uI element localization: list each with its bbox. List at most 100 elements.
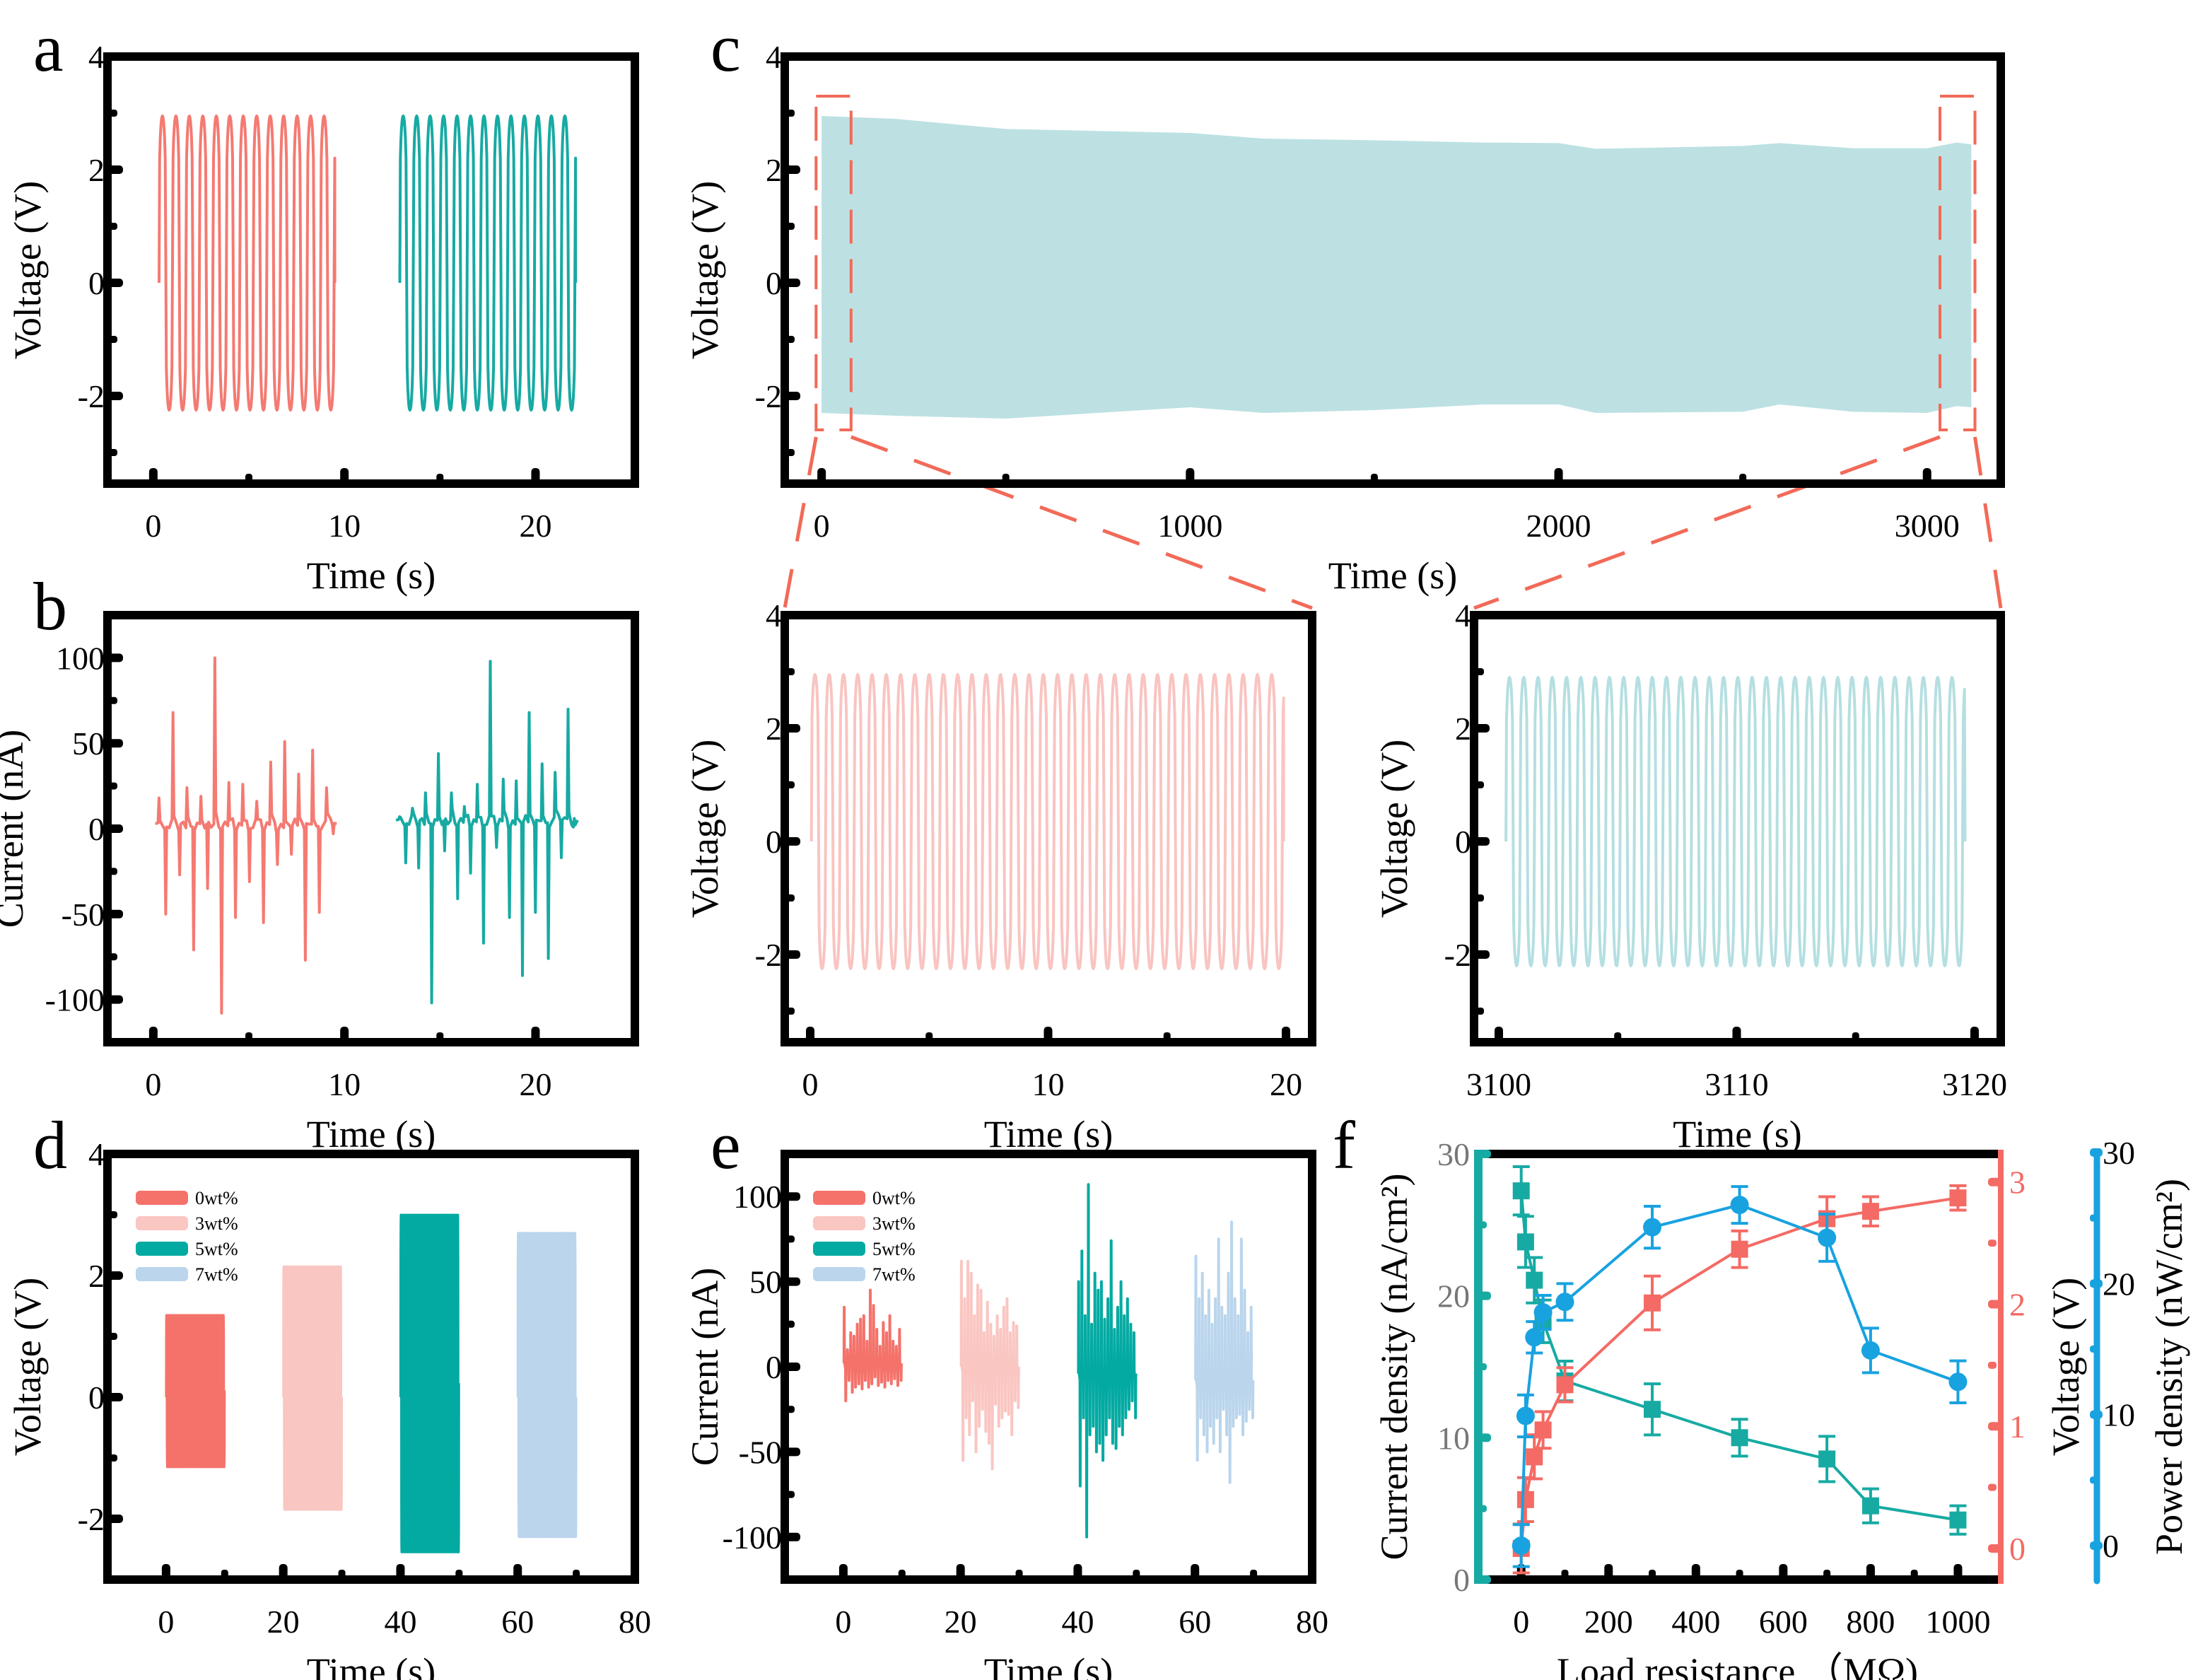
power-point: [1730, 1196, 1749, 1215]
y-tick-label: 2: [766, 711, 782, 747]
y-major-tick: [107, 279, 123, 287]
panel-letter: a: [33, 10, 64, 86]
x-major-tick: [1970, 1027, 1979, 1042]
x-tick-label: 10: [1031, 1066, 1064, 1102]
y-minor-tick: [1474, 668, 1484, 675]
legend-swatch: [813, 1267, 865, 1281]
y-minor-tick: [1474, 1008, 1484, 1015]
power-axis-major-tick: [2090, 1541, 2103, 1550]
y-major-tick: [785, 1532, 800, 1541]
panel-letter: d: [33, 1107, 67, 1183]
x-tick-label: 20: [519, 1066, 551, 1102]
y-major-tick: [107, 995, 123, 1004]
power-point: [1516, 1406, 1535, 1425]
x-minor-tick: [436, 474, 444, 484]
y-tick-label: -2: [755, 937, 782, 973]
y-major-tick: [107, 52, 123, 61]
current-point: [1818, 1450, 1836, 1468]
power-point: [1525, 1328, 1544, 1347]
current-axis-tick-label: 30: [1437, 1136, 1470, 1172]
series-voltage: [1512, 1184, 1967, 1575]
power-point: [1512, 1536, 1531, 1555]
y-axis-title: Voltage (V): [1373, 740, 1415, 918]
x-tick-label: 40: [1061, 1604, 1094, 1640]
voltage-axis-minor-tick: [1988, 1361, 1997, 1369]
x-minor-tick: [1015, 1570, 1023, 1580]
x-axis-title: Time (s): [307, 1650, 436, 1680]
voltage-axis-major-tick: [1988, 1422, 2001, 1431]
x-tick-label: 0: [145, 508, 161, 544]
y-major-tick: [785, 279, 800, 287]
zoom-connector-line: [1973, 436, 2003, 609]
y-major-tick: [107, 1150, 123, 1158]
y-major-tick: [1474, 950, 1490, 959]
legend-label: 0wt%: [872, 1188, 916, 1208]
voltage-axis-title: Voltage (V): [2045, 1278, 2087, 1456]
y-major-tick: [107, 392, 123, 400]
x-major-tick: [1866, 1564, 1875, 1580]
x-minor-tick: [221, 1570, 228, 1580]
x-minor-tick: [245, 474, 253, 484]
x-axis-title: Time (s): [307, 554, 436, 597]
series-line-end: [1504, 676, 1967, 967]
power-axis-major-tick: [2090, 1148, 2103, 1157]
power-axis-minor-tick: [2090, 1345, 2098, 1353]
x-tick-label: 0: [802, 1066, 819, 1102]
series-line-red: [155, 656, 337, 1015]
y-minor-tick: [785, 336, 795, 343]
voltage-axis-tick-label: 3: [2009, 1165, 2025, 1201]
x-major-tick: [161, 1564, 170, 1580]
power-point: [1533, 1303, 1553, 1322]
y-tick-label: -100: [45, 982, 105, 1018]
current-axis-tick-label: 10: [1437, 1420, 1470, 1456]
y-major-tick: [785, 837, 800, 846]
legend-label: 3wt%: [872, 1213, 916, 1234]
y-major-tick: [1474, 724, 1490, 733]
plot-area: [1504, 676, 1967, 967]
x-minor-tick: [1370, 474, 1378, 484]
x-tick-label: 20: [945, 1604, 977, 1640]
y-major-tick: [785, 724, 800, 733]
x-tick-label: 3000: [1895, 508, 1960, 544]
current-point: [1516, 1233, 1534, 1251]
plot-area: [158, 115, 578, 412]
voltage-point: [1556, 1376, 1574, 1394]
plot-area: [814, 95, 1977, 431]
y-minor-tick: [785, 1008, 795, 1015]
y-major-tick: [107, 1515, 123, 1523]
x-minor-tick: [1736, 1570, 1743, 1580]
y-minor-tick: [107, 1211, 117, 1218]
panel-letter: f: [1333, 1107, 1355, 1183]
x-major-tick: [956, 1564, 965, 1580]
x-minor-tick: [436, 1032, 444, 1042]
y-minor-tick: [785, 110, 795, 117]
y-minor-tick: [785, 449, 795, 456]
x-tick-label: 400: [1671, 1604, 1720, 1640]
voltage-point: [1526, 1448, 1543, 1466]
panel-letter: c: [711, 10, 741, 86]
x-tick-label: 600: [1759, 1604, 1808, 1640]
y-tick-label: -50: [739, 1434, 782, 1470]
x-axis-title: Time (s): [307, 1113, 436, 1155]
voltage-axis-tick-label: 2: [2009, 1286, 2025, 1322]
plot-frame: [103, 1150, 639, 1584]
y-major-tick: [107, 1393, 123, 1401]
x-tick-label: 20: [1270, 1066, 1302, 1102]
voltage-axis-major-tick: [1988, 1177, 2001, 1186]
x-major-tick: [531, 1027, 540, 1042]
y-tick-label: -50: [62, 897, 105, 933]
y-tick-label: 50: [72, 725, 105, 762]
plot-frame: [103, 52, 639, 488]
x-major-tick: [148, 468, 158, 484]
panel-d: 0wt% 3wt% 5wt% 7wt% 0 20 40 60 80 -2 0 2 4 Voltage (V…: [6, 1107, 651, 1680]
y-tick-label: 2: [88, 1258, 105, 1294]
x-major-tick: [1691, 1564, 1700, 1580]
legend-label: 7wt%: [872, 1264, 916, 1285]
x-major-tick: [817, 468, 826, 484]
power-line: [1519, 1203, 1959, 1546]
x-tick-label: 60: [501, 1604, 534, 1640]
current-point: [1731, 1429, 1748, 1447]
y-axis-title: Voltage (V): [684, 740, 726, 918]
y-minor-tick: [785, 894, 795, 902]
